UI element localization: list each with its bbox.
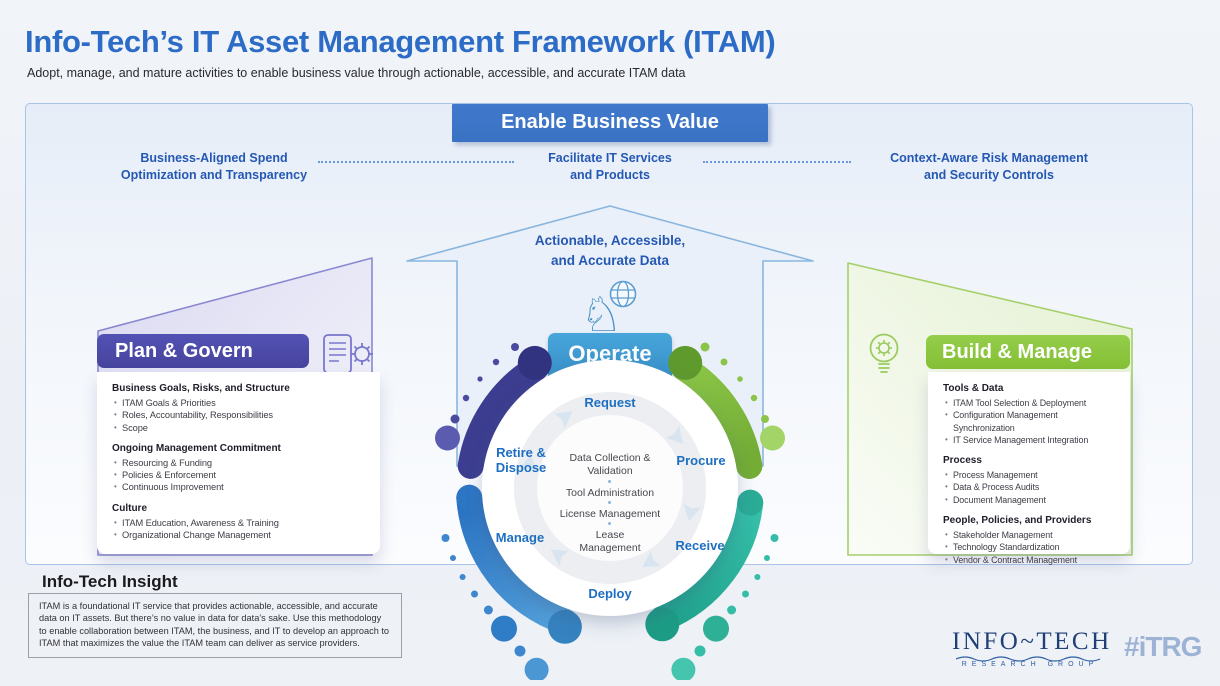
section-heading: Culture [112,502,147,514]
stage-manage: Manage [495,530,545,545]
list-item: Policies & Enforcement [112,469,365,482]
dot-arc-indigo [450,343,519,424]
dot-arc-green [700,342,769,423]
dotted-connector-right [703,161,851,163]
center-item: Lease Management [579,529,641,554]
arrow-caption: Actionable, Accessible, and Accurate Dat… [534,233,686,268]
list-item: Scope [112,422,365,435]
stage-request: Request [584,395,636,410]
arc-receive [649,489,764,632]
list-item: Organizational Change Management [112,529,365,542]
infotech-logo: INFO~TECH [952,628,1112,655]
dot-arc-blue [441,534,526,657]
infotech-logo-subtitle: RESEARCH GROUP [961,661,1099,668]
pillar-risk-management: Context-Aware Risk Management and Securi… [890,151,1088,182]
list-item: Configuration Management Synchronization [943,409,1115,434]
itam-lifecycle-wheel [435,342,785,680]
stage-receive: Receive [675,538,725,553]
arc-procure [671,355,763,479]
center-item: License Management [559,508,661,520]
arc-manage [456,484,578,635]
insight-body: ITAM is a foundational IT service that p… [28,593,402,658]
list-item: Data & Process Audits [943,481,1115,494]
stage-deploy: Deploy [588,586,632,601]
logo-wave-decoration [956,656,1101,662]
list-item: Technology Standardization [943,541,1115,554]
list-item: Continuous Improvement [112,481,365,494]
page-subtitle: Adopt, manage, and mature activities to … [27,66,686,80]
plan-govern-header: Plan & Govern [97,334,309,368]
separator-dot [608,522,611,525]
list-item: Document Management [943,494,1115,507]
plan-govern-card: Business Goals, Risks, and Structure ITA… [97,372,380,554]
insight-title: Info-Tech Insight [42,572,178,591]
section-heading: Tools & Data [943,383,1004,394]
pillar-spend-optimization: Business-Aligned Spend Optimization and … [120,151,308,182]
flow-chevrons [518,411,702,568]
section-heading: Ongoing Management Commitment [112,442,281,454]
stage-retire-dispose: Retire & Dispose [495,445,547,475]
dot-arc-teal [694,534,779,657]
section-heading: Process [943,455,982,467]
separator-dot [608,501,611,504]
list-item: Roles, Accountability, Responsibilities [112,409,365,422]
list-item: Resourcing & Funding [112,457,365,470]
list-item: Vendor & Contract Management [943,554,1115,567]
center-item: Tool Administration [565,487,655,499]
list-item: ITAM Goals & Priorities [112,397,365,410]
center-item: Data Collection & Validation [569,452,651,477]
build-manage-card: Tools & Data ITAM Tool Selection & Deplo… [928,372,1130,566]
build-manage-header: Build & Manage [926,335,1130,369]
section-heading: People, Policies, and Providers [943,515,1092,527]
lightbulb-gear-icon [869,333,899,373]
document-gear-icon [323,334,373,374]
list-item: ITAM Education, Awareness & Training [112,517,365,530]
list-item: IT Service Management Integration [943,434,1115,447]
stage-procure: Procure [676,453,726,468]
list-item: ITAM Tool Selection & Deployment [943,397,1115,410]
pillar-it-services: Facilitate IT Services and Products [548,151,672,182]
list-item: Process Management [943,469,1115,482]
arc-retire [457,355,549,479]
itrg-hashtag-logo: #iTRG [1124,631,1202,662]
svg-text:♘: ♘ [580,287,623,338]
dotted-connector-left [318,161,514,163]
section-heading: Business Goals, Risks, and Structure [112,383,290,394]
enable-business-value-banner: Enable Business Value [452,104,768,142]
separator-dot [608,480,611,483]
page-title: Info-Tech’s IT Asset Management Framewor… [25,24,776,59]
chess-knight-globe-icon: ♘ [580,280,637,338]
list-item: Stakeholder Management [943,529,1115,542]
